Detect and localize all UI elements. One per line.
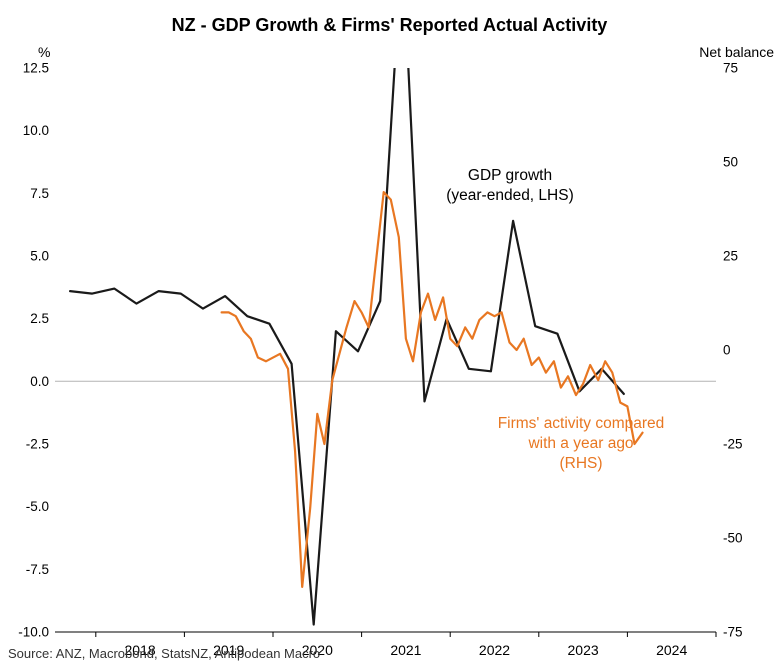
left-tick-label: 12.5 bbox=[23, 61, 49, 76]
left-tick-label: -7.5 bbox=[26, 562, 49, 577]
left-axis-unit-label: % bbox=[38, 44, 51, 60]
right-tick-label: -25 bbox=[723, 437, 743, 452]
annotation-firms-line-3: (RHS) bbox=[559, 455, 603, 473]
right-tick-label: 50 bbox=[723, 155, 738, 170]
annotation-firms: Firms' activity compared with a year ago… bbox=[471, 414, 691, 474]
series-gdp bbox=[69, 68, 625, 626]
right-tick-label: 75 bbox=[723, 61, 738, 76]
x-tick-label: 2019 bbox=[213, 642, 244, 658]
x-tick-label: 2024 bbox=[656, 642, 687, 658]
right-tick-label: -75 bbox=[723, 625, 743, 640]
x-tick-label: 2022 bbox=[479, 642, 510, 658]
left-tick-label: 7.5 bbox=[30, 186, 49, 201]
left-tick-label: -10.0 bbox=[18, 625, 49, 640]
x-tick-label: 2020 bbox=[302, 642, 333, 658]
left-tick-label: -5.0 bbox=[26, 499, 49, 514]
x-tick-label: 2023 bbox=[568, 642, 599, 658]
annotation-gdp: GDP growth (year-ended, LHS) bbox=[415, 166, 605, 206]
right-tick-label: 25 bbox=[723, 249, 738, 264]
right-tick-label: 0 bbox=[723, 343, 731, 358]
series-firms bbox=[220, 191, 644, 588]
left-tick-label: 10.0 bbox=[23, 123, 49, 138]
left-tick-label: 5.0 bbox=[30, 249, 49, 264]
right-axis-unit-label: Net balance bbox=[699, 44, 774, 60]
x-tick-label: 2021 bbox=[390, 642, 421, 658]
chart-title: NZ - GDP Growth & Firms' Reported Actual… bbox=[171, 15, 608, 35]
x-tick-label: 2018 bbox=[125, 642, 156, 658]
right-tick-label: -50 bbox=[723, 531, 743, 546]
annotation-firms-line-1: Firms' activity compared bbox=[497, 415, 665, 432]
annotation-gdp-line-1: GDP growth bbox=[467, 167, 553, 184]
left-tick-label: -2.5 bbox=[26, 437, 49, 452]
annotation-firms-line-2: with a year ago bbox=[528, 435, 634, 453]
annotation-gdp-line-2: (year-ended, LHS) bbox=[446, 187, 574, 205]
source-note: Source: ANZ, Macrobond, StatsNZ, Antipod… bbox=[8, 646, 321, 661]
left-tick-label: 2.5 bbox=[30, 311, 49, 326]
left-tick-label: 0.0 bbox=[30, 374, 49, 389]
